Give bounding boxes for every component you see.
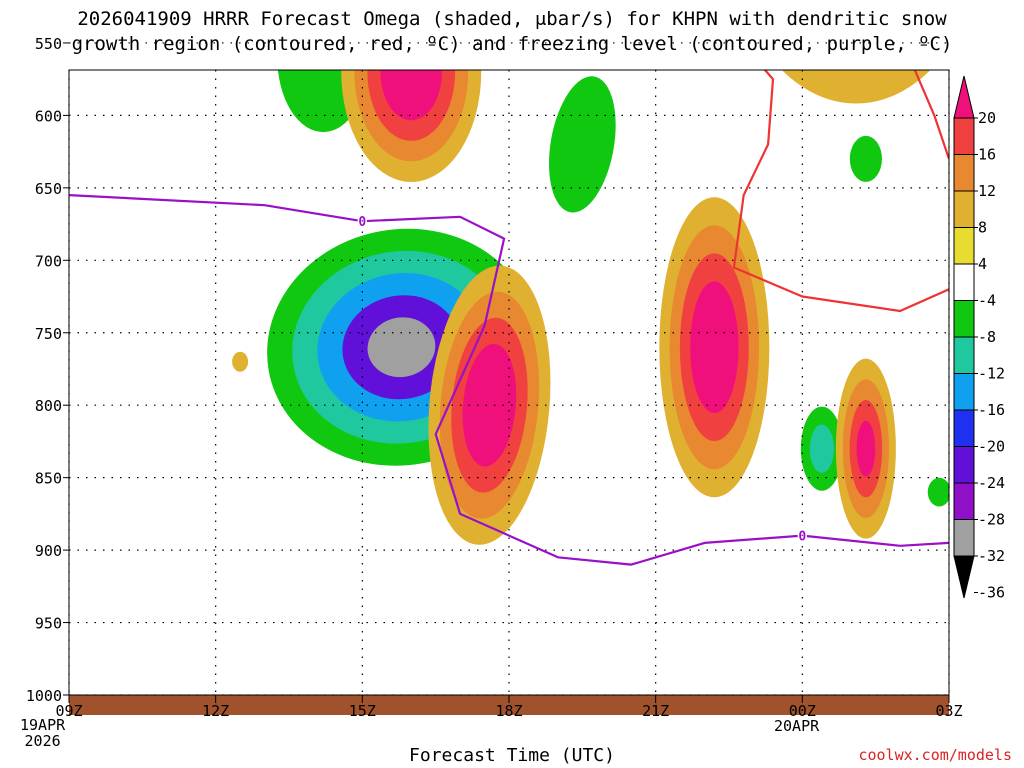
omega-contour-9-1: [927, 477, 949, 507]
colorbar-swatch-4: [953, 227, 975, 265]
colorbar-label-12: -32: [978, 547, 1005, 565]
omega-contour-20-0: [93, 0, 143, 69]
colorbar-swatch-11: [953, 482, 975, 520]
chart-title-line-2: growth region (contoured, red, ºC) and f…: [71, 33, 953, 55]
omega-contour-16-2: [768, 0, 943, 21]
colorbar-swatch-12: [953, 519, 975, 557]
temperature-contours: -12 0 0: [69, 11, 949, 566]
ytick-label-550: 550: [35, 35, 62, 53]
ytick-label-950: 950: [35, 615, 62, 633]
x-axis-title: Forecast Time (UTC): [409, 745, 615, 766]
colorbar-swatch-7: [953, 336, 975, 374]
colorbar-label-0: 20: [978, 109, 996, 127]
colorbar-label-6: -8: [978, 328, 996, 346]
freezing-level-label-0: 0: [358, 215, 366, 230]
xtick-label-00Z: 00Z: [789, 702, 816, 720]
omega-contour-16-1: [742, 0, 970, 62]
omega-contour-4-1: [548, 76, 616, 213]
ytick-label-650: 650: [35, 180, 62, 198]
dgz-lower-isotherm-label-0: -12: [571, 11, 594, 26]
omega-contour-8-1: [849, 135, 882, 182]
colorbar-label-4: 4: [978, 255, 987, 273]
freezing-level: [69, 194, 949, 566]
y-axis-ticks: 2503003504004505005506006507007508008509…: [26, 35, 69, 705]
colorbar-swatch-0: [953, 75, 975, 119]
omega-contour-18-3: [856, 420, 876, 477]
omega-contour-21-0: [232, 351, 249, 372]
mid-date-label: 20APR: [774, 717, 820, 735]
colorbar-legend: 20 16 12 8 4 -4 -8 -12 -16 -20 -24 -28 -32 -36: [953, 75, 1005, 602]
ytick-label-900: 900: [35, 542, 62, 560]
dgz-lower-isotherm: [732, 70, 949, 313]
omega-contour-3-1: [559, 0, 752, 54]
ytick-label-600: 600: [35, 107, 62, 125]
colorbar-label-8: -16: [978, 401, 1005, 419]
start-date-day: 19APR: [20, 716, 66, 734]
omega-contour-13-4: [393, 70, 429, 100]
ground-surface: [69, 695, 949, 715]
ytick-label-800: 800: [35, 397, 62, 415]
start-date-label: 19APR 2026: [20, 717, 65, 749]
colorbar-label-13: -36: [978, 584, 1005, 602]
ytick-label-850: 850: [35, 470, 62, 488]
x-axis-ticks: 09Z 12Z 15Z 18Z 21Z 00Z 03Z: [55, 695, 963, 720]
colorbar-swatch-2: [953, 154, 975, 192]
colorbar-swatch-8: [953, 373, 975, 411]
colorbar-swatch-13: [953, 555, 975, 599]
colorbar-swatch-9: [953, 409, 975, 447]
colorbar-swatch-6: [953, 300, 975, 338]
colorbar-swatch-1: [953, 117, 975, 155]
ytick-label-700: 700: [35, 252, 62, 270]
colorbar-label-11: -28: [978, 511, 1005, 529]
xtick-label-03Z: 03Z: [935, 702, 962, 720]
colorbar-label-7: -12: [978, 365, 1005, 383]
ytick-label-750: 750: [35, 325, 62, 343]
omega-contour-15-4: [474, 369, 505, 441]
colorbar-label-1: 16: [978, 146, 996, 164]
colorbar-swatch-5: [953, 263, 975, 301]
chart-title-line-1: 2026041909 HRRR Forecast Omega (shaded, …: [77, 8, 947, 30]
omega-contour-3-2: [581, 0, 730, 12]
ytick-label-1000: 1000: [26, 687, 62, 705]
omega-contour-7-2: [809, 424, 834, 473]
freezing-level-label-1: 0: [798, 530, 806, 545]
xtick-label-18Z: 18Z: [495, 702, 522, 720]
omega-shaded-field: [93, 0, 970, 545]
start-date-year: 2026: [24, 732, 61, 750]
colorbar-label-3: 8: [978, 219, 987, 237]
xtick-label-09Z: 09Z: [55, 702, 82, 720]
xtick-label-12Z: 12Z: [202, 702, 229, 720]
omega-contour-10-0: [112, 480, 172, 533]
colorbar-swatch-10: [953, 446, 975, 484]
omega-contour-16-0: [781, 70, 931, 104]
xtick-label-15Z: 15Z: [349, 702, 376, 720]
omega-contour-17-4: [700, 309, 729, 386]
colorbar-label-9: -20: [978, 438, 1005, 456]
source-credit: coolwx.com/models: [858, 746, 1012, 764]
colorbar-label-10: -24: [978, 474, 1005, 492]
colorbar-label-5: -4: [978, 292, 996, 310]
colorbar-label-2: 12: [978, 182, 996, 200]
xtick-label-21Z: 21Z: [642, 702, 669, 720]
colorbar-swatch-3: [953, 190, 975, 228]
